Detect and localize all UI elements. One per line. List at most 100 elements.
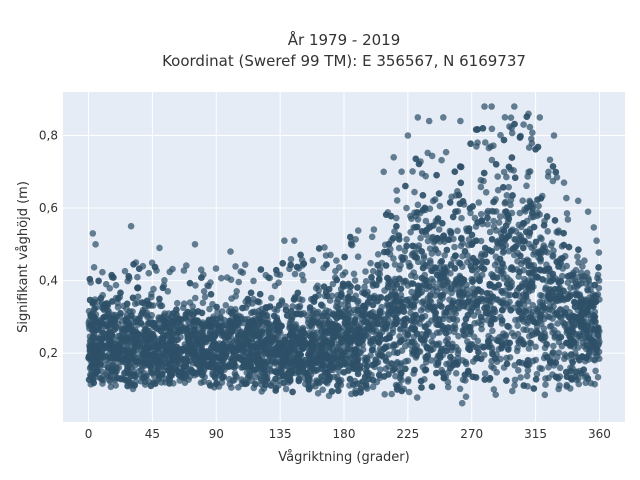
scatter-point xyxy=(591,356,599,364)
scatter-point xyxy=(486,228,494,236)
scatter-point xyxy=(351,316,359,324)
scatter-point xyxy=(434,359,442,366)
scatter-point xyxy=(445,236,452,243)
scatter-point xyxy=(420,254,428,262)
scatter-point xyxy=(419,264,427,272)
scatter-point xyxy=(507,201,514,209)
scatter-point xyxy=(426,245,434,252)
scatter-point xyxy=(486,374,494,382)
scatter-point xyxy=(438,258,446,265)
scatter-point xyxy=(275,328,283,336)
scatter-point xyxy=(413,254,421,261)
scatter-point xyxy=(403,242,410,250)
scatter-point xyxy=(244,295,252,303)
scatter-point xyxy=(503,280,511,288)
scatter-point xyxy=(377,366,384,373)
scatter-point xyxy=(147,355,155,363)
scatter-point xyxy=(300,329,308,337)
scatter-point xyxy=(426,205,434,212)
scatter-point xyxy=(475,348,482,356)
scatter-point xyxy=(415,160,423,168)
scatter-point xyxy=(155,375,163,383)
scatter-point xyxy=(368,233,376,241)
scatter-point xyxy=(483,290,491,297)
scatter-point xyxy=(434,215,442,222)
scatter-point xyxy=(433,369,440,377)
scatter-point xyxy=(486,280,494,288)
scatter-point xyxy=(328,388,336,395)
scatter-point xyxy=(174,329,182,336)
scatter-point xyxy=(470,333,478,341)
scatter-point xyxy=(569,359,576,366)
scatter-point xyxy=(517,374,524,381)
scatter-point xyxy=(447,353,454,361)
scatter-point xyxy=(192,294,199,302)
scatter-point xyxy=(333,298,341,306)
scatter-point xyxy=(479,125,487,132)
scatter-point xyxy=(201,293,209,301)
scatter-point xyxy=(392,292,400,299)
scatter-point xyxy=(503,173,510,181)
scatter-point xyxy=(553,174,561,181)
scatter-point xyxy=(444,340,452,348)
scatter-point xyxy=(491,261,499,269)
scatter-point xyxy=(554,320,561,327)
scatter-point xyxy=(273,266,280,274)
scatter-point xyxy=(306,359,314,367)
scatter-point xyxy=(347,233,354,241)
scatter-point xyxy=(455,347,462,354)
scatter-point xyxy=(200,288,208,295)
scatter-point xyxy=(391,365,399,372)
scatter-point xyxy=(459,252,466,260)
scatter-point xyxy=(148,368,155,376)
scatter-point xyxy=(581,257,588,265)
scatter-point xyxy=(413,223,421,231)
scatter-point xyxy=(183,262,190,269)
scatter-point xyxy=(241,261,249,269)
scatter-point xyxy=(500,227,508,235)
scatter-point xyxy=(411,188,418,196)
scatter-point xyxy=(297,251,304,259)
scatter-point xyxy=(294,368,302,376)
scatter-point xyxy=(497,213,504,220)
scatter-point xyxy=(494,186,502,194)
scatter-point xyxy=(484,207,492,215)
scatter-point xyxy=(245,353,253,361)
scatter-point xyxy=(397,369,405,377)
scatter-point xyxy=(575,246,582,253)
scatter-point xyxy=(134,284,142,292)
scatter-point xyxy=(552,168,560,176)
scatter-point xyxy=(361,283,368,291)
scatter-point xyxy=(180,300,188,308)
scatter-point xyxy=(533,212,541,220)
scatter-point xyxy=(557,314,565,322)
scatter-point xyxy=(192,282,199,289)
scatter-point xyxy=(299,296,306,304)
scatter-point xyxy=(354,370,362,378)
scatter-point xyxy=(254,298,262,305)
scatter-point xyxy=(99,329,107,337)
scatter-point xyxy=(512,316,519,324)
scatter-point xyxy=(313,319,321,327)
scatter-point xyxy=(418,314,426,321)
scatter-point xyxy=(213,346,221,353)
scatter-point xyxy=(546,156,554,164)
scatter-point xyxy=(451,265,459,272)
scatter-point xyxy=(516,209,524,217)
scatter-point xyxy=(295,304,303,311)
scatter-point xyxy=(369,383,377,391)
scatter-point xyxy=(435,316,443,323)
scatter-point xyxy=(414,201,422,209)
scatter-point xyxy=(117,310,124,317)
scatter-point xyxy=(409,168,416,175)
scatter-point xyxy=(481,370,489,377)
scatter-point xyxy=(499,249,507,256)
scatter-point xyxy=(516,133,524,141)
scatter-point xyxy=(212,374,219,382)
scatter-point xyxy=(367,338,375,345)
scatter-point xyxy=(186,279,194,287)
scatter-point xyxy=(114,374,121,382)
scatter-point xyxy=(472,374,480,381)
scatter-point xyxy=(91,305,98,313)
scatter-point xyxy=(494,173,502,180)
